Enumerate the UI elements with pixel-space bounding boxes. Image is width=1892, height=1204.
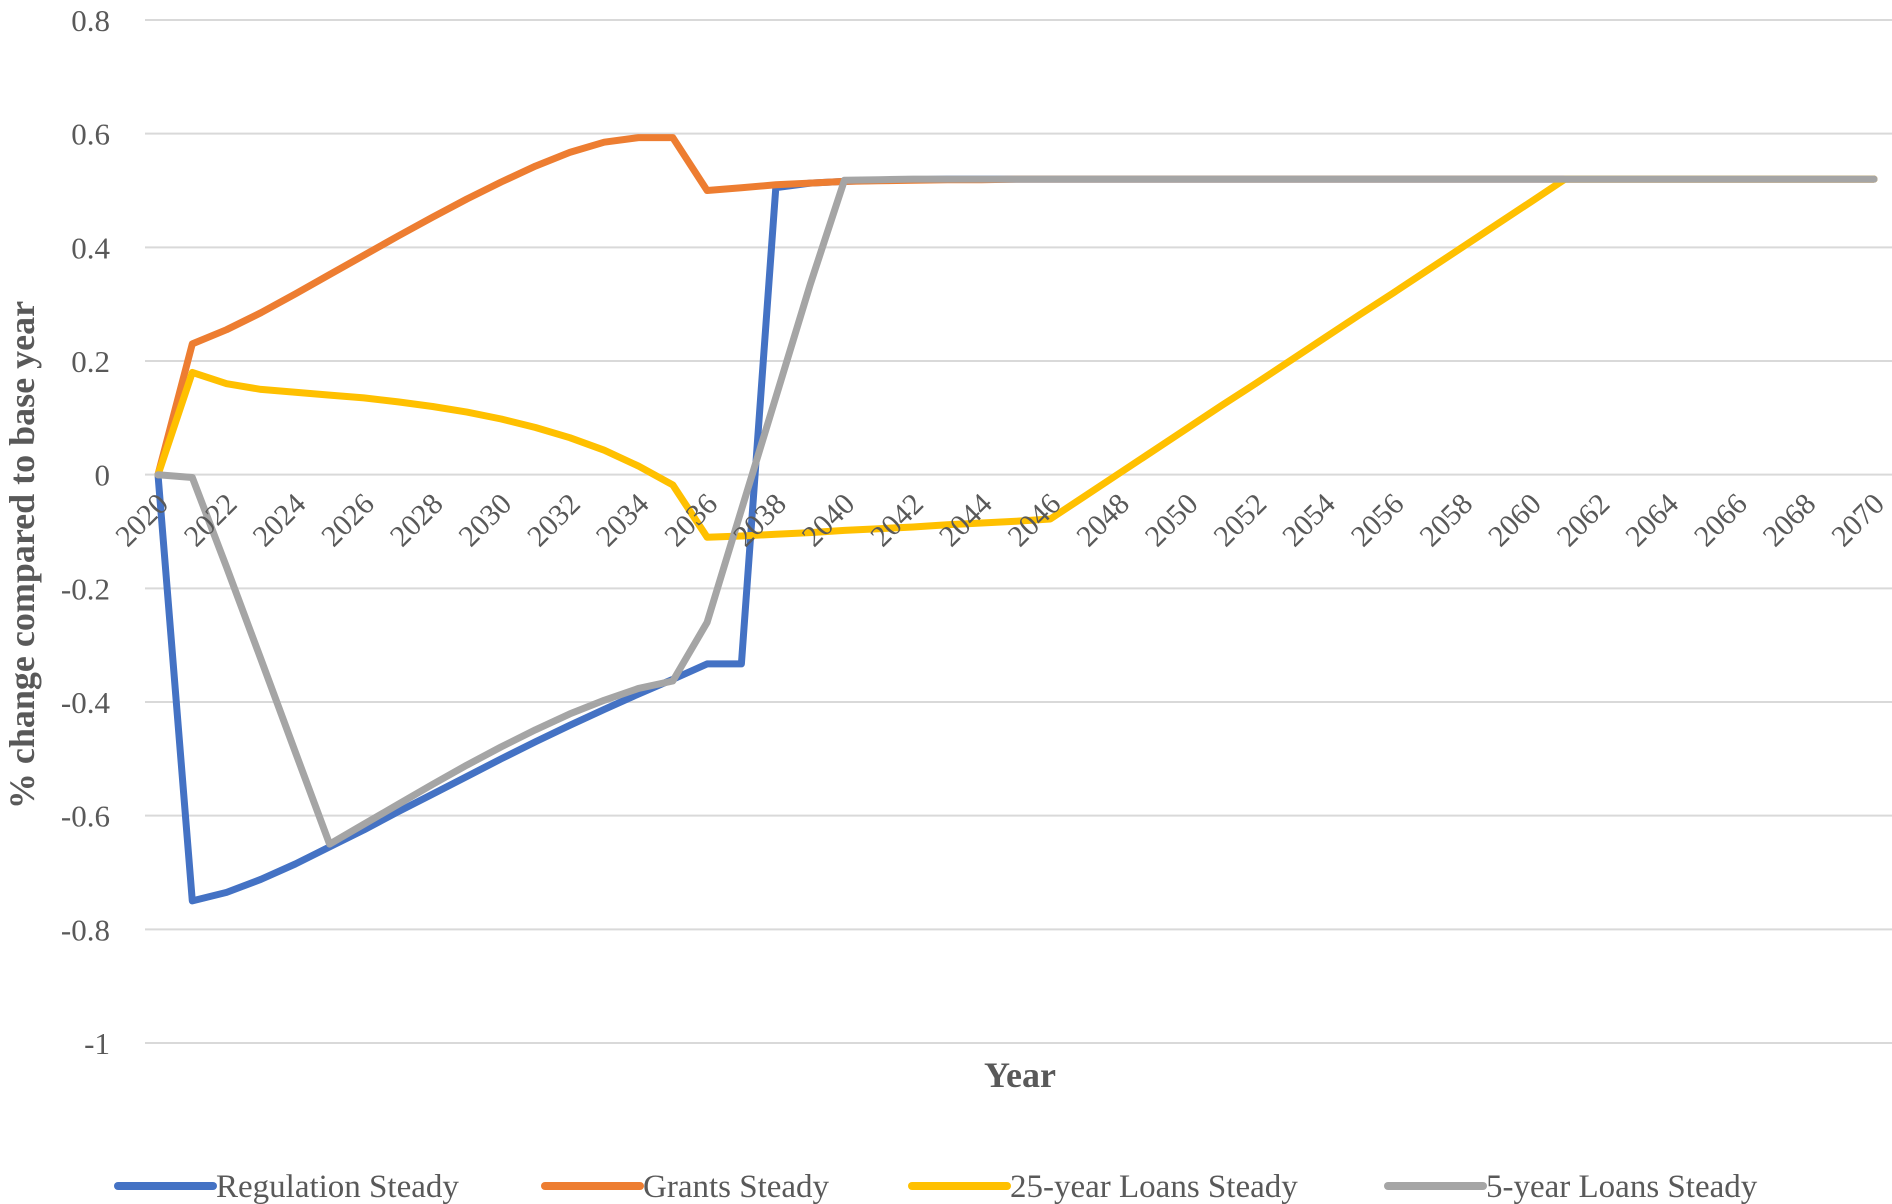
x-tick-label: 2050 xyxy=(1139,487,1205,553)
x-tick-label: 2054 xyxy=(1276,487,1342,553)
x-tick-label: 2068 xyxy=(1757,487,1823,553)
x-tick-label: 2052 xyxy=(1207,487,1273,553)
y-axis-title: % change compared to base year xyxy=(2,301,42,809)
y-tick-label: -0.6 xyxy=(61,799,110,834)
x-tick-label: 2038 xyxy=(727,487,793,553)
y-tick-label: 0.8 xyxy=(71,3,110,38)
series-lines xyxy=(154,134,1878,905)
y-tick-label: -0.8 xyxy=(61,912,110,947)
x-tick-label: 2024 xyxy=(246,487,312,553)
x-tick-label: 2022 xyxy=(178,487,244,553)
y-tick-label: 0.6 xyxy=(71,117,110,152)
x-tick-label: 2066 xyxy=(1688,487,1754,553)
x-tick-label: 2058 xyxy=(1413,487,1479,553)
x-tick-label: 2044 xyxy=(933,487,999,553)
legend-label: 5-year Loans Steady xyxy=(1486,1169,1758,1204)
legend-label: Grants Steady xyxy=(643,1169,830,1204)
y-axis-ticks: 0.8 0.6 0.4 0.2 0 -0.2 -0.4 -0.6 -0.8 -1 xyxy=(61,3,111,1061)
x-tick-label: 2070 xyxy=(1825,487,1891,553)
x-tick-label: 2060 xyxy=(1482,487,1548,553)
x-tick-label: 2032 xyxy=(521,487,587,553)
series-line-5-year-loans-steady xyxy=(154,175,1878,848)
series-line-25-year-loans-steady xyxy=(154,175,1878,541)
x-tick-label: 2026 xyxy=(315,487,381,553)
legend: Regulation Steady Grants Steady 25-year Lo… xyxy=(114,1169,1758,1204)
y-tick-label: 0.4 xyxy=(71,230,110,265)
x-tick-label: 2040 xyxy=(796,487,862,553)
legend-label: Regulation Steady xyxy=(216,1169,459,1204)
legend-label: 25-year Loans Steady xyxy=(1010,1169,1298,1204)
x-axis-title: Year xyxy=(984,1055,1056,1095)
y-tick-label: -0.4 xyxy=(61,685,111,720)
y-tick-label: -0.2 xyxy=(61,571,110,606)
x-tick-label: 2034 xyxy=(590,487,656,553)
y-tick-label: 0.2 xyxy=(71,344,110,379)
gridlines xyxy=(145,19,1892,1044)
x-tick-label: 2042 xyxy=(864,487,930,553)
x-tick-label: 2046 xyxy=(1001,487,1067,553)
x-tick-label: 2062 xyxy=(1551,487,1617,553)
series-line-grants-steady xyxy=(154,134,1878,479)
x-tick-label: 2028 xyxy=(384,487,450,553)
x-tick-label: 2036 xyxy=(658,487,724,553)
x-tick-label: 2056 xyxy=(1345,487,1411,553)
x-tick-label: 2030 xyxy=(452,487,518,553)
x-tick-label: 2064 xyxy=(1619,487,1685,553)
y-tick-label: 0 xyxy=(95,458,111,493)
y-tick-label: -1 xyxy=(84,1026,110,1061)
